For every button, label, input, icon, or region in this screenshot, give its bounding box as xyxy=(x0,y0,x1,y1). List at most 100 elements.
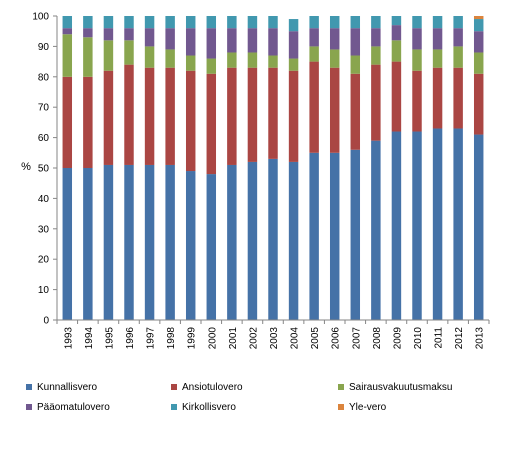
bar-segment-sairausvakuutusmaksu-2004 xyxy=(288,58,299,71)
y-tick-label: 70 xyxy=(38,103,50,114)
bar-segment-kunnallisvero-2012 xyxy=(453,128,463,320)
bars xyxy=(62,16,484,320)
legend-item: Kirkollisvero xyxy=(171,400,236,414)
bar-segment-ansiotulovero-1998 xyxy=(165,67,175,165)
bar-segment-kirkollisvero-2008 xyxy=(371,16,381,29)
bar-segment-kunnallisvero-2011 xyxy=(432,128,443,320)
y-axis: 0 10 20 30 40 50 60 70 80 90 100 xyxy=(32,12,58,327)
bar-segment-kirkollisvero-2000 xyxy=(206,16,217,29)
bar-segment-ansiotulovero-1993 xyxy=(62,76,73,168)
bar-segment-sairausvakuutusmaksu-2005 xyxy=(309,46,319,62)
legend-label: Sairausvakuutusmaksu xyxy=(349,381,453,393)
x-tick-label: 2005 xyxy=(310,327,321,350)
y-tick-label: 80 xyxy=(38,72,50,83)
x-tick-label: 2002 xyxy=(248,327,259,350)
bar-segment-kunnallisvero-2007 xyxy=(350,149,361,320)
x-tick-label: 2000 xyxy=(207,327,218,350)
bar-segment-p-omatulovero-2004 xyxy=(288,31,299,59)
x-tick-label: 1998 xyxy=(166,327,177,350)
y-tick-label: 60 xyxy=(38,133,50,144)
bar-segment-ansiotulovero-2001 xyxy=(227,67,237,165)
x-tick-label: 2013 xyxy=(475,327,486,350)
bar-segment-kirkollisvero-2011 xyxy=(432,16,443,29)
x-tick-label: 1996 xyxy=(125,327,136,350)
legend-swatch xyxy=(171,404,177,410)
bar-segment-p-omatulovero-1995 xyxy=(103,28,114,41)
x-axis: 1993 1994 1995 1996 1997 1998 1999 2000 2001 2002… xyxy=(56,319,490,350)
bar-segment-ansiotulovero-2009 xyxy=(391,61,402,132)
legend-item: Pääomatulovero xyxy=(26,400,110,414)
bar-segment-kunnallisvero-2001 xyxy=(227,164,237,320)
legend-item: Sairausvakuutusmaksu xyxy=(338,380,452,394)
bar-segment-kirkollisvero-1999 xyxy=(185,16,196,29)
bar-segment-kunnallisvero-2013 xyxy=(473,134,484,320)
legend-swatch xyxy=(338,404,344,410)
x-tick-label: 2011 xyxy=(434,327,445,349)
legend-label: Kirkollisvero xyxy=(182,401,236,413)
bar-segment-ansiotulovero-1996 xyxy=(124,64,134,165)
bar-segment-kirkollisvero-1995 xyxy=(103,16,114,29)
bar-segment-kirkollisvero-2004 xyxy=(288,19,299,32)
bar-segment-kunnallisvero-2009 xyxy=(391,131,402,320)
bar-segment-ansiotulovero-2008 xyxy=(371,64,381,141)
bar-segment-kirkollisvero-2002 xyxy=(247,16,258,29)
bar-segment-sairausvakuutusmaksu-1999 xyxy=(185,55,196,71)
x-tick-label: 1993 xyxy=(63,327,74,350)
bar-segment-kirkollisvero-2007 xyxy=(350,16,361,29)
bar-segment-kunnallisvero-1993 xyxy=(62,168,73,320)
bar-segment-kirkollisvero-1997 xyxy=(144,16,155,29)
bar-segment-ansiotulovero-2007 xyxy=(350,73,361,150)
bar-segment-p-omatulovero-2001 xyxy=(227,28,237,53)
y-tick-label: 10 xyxy=(38,285,50,296)
bar-segment-kirkollisvero-2001 xyxy=(227,16,237,29)
bar-segment-kunnallisvero-1994 xyxy=(83,168,93,320)
bar-segment-kunnallisvero-2000 xyxy=(206,174,217,320)
y-axis-label: % xyxy=(21,161,31,173)
bar-segment-p-omatulovero-1999 xyxy=(185,28,196,56)
bar-segment-sairausvakuutusmaksu-1993 xyxy=(62,34,73,77)
bar-segment-ansiotulovero-1999 xyxy=(185,70,196,172)
bar-segment-sairausvakuutusmaksu-2010 xyxy=(412,49,422,71)
bar-segment-ansiotulovero-2012 xyxy=(453,67,463,129)
bar-segment-ansiotulovero-2006 xyxy=(329,67,340,153)
bar-segment-kunnallisvero-1999 xyxy=(185,171,196,320)
x-tick-label: 2010 xyxy=(413,327,424,350)
bar-segment-kunnallisvero-2004 xyxy=(288,161,299,320)
bar-segment-kirkollisvero-2006 xyxy=(329,16,340,29)
bar-segment-kunnallisvero-1998 xyxy=(165,164,175,320)
y-tick-label: 90 xyxy=(38,42,50,53)
y-tick-label: 40 xyxy=(38,194,50,205)
bar-segment-kunnallisvero-2008 xyxy=(371,140,381,320)
bar-segment-sairausvakuutusmaksu-2012 xyxy=(453,46,463,68)
legend-label: Pääomatulovero xyxy=(37,401,110,413)
x-tick-label: 1997 xyxy=(146,327,157,350)
bar-segment-sairausvakuutusmaksu-2006 xyxy=(329,49,340,68)
x-tick-label: 2009 xyxy=(392,327,403,350)
bar-segment-p-omatulovero-1997 xyxy=(144,28,155,47)
bar-segment-kirkollisvero-1994 xyxy=(83,16,93,29)
legend-item: Yle-vero xyxy=(338,400,386,414)
bar-segment-kunnallisvero-2005 xyxy=(309,152,319,320)
bar-segment-yle-vero-2013 xyxy=(473,16,484,20)
bar-segment-p-omatulovero-2013 xyxy=(473,31,484,53)
y-tick-label: 50 xyxy=(38,164,50,175)
bar-segment-kunnallisvero-1997 xyxy=(144,164,155,320)
bar-segment-ansiotulovero-1995 xyxy=(103,70,114,165)
bar-segment-ansiotulovero-1997 xyxy=(144,67,155,165)
x-tick-label: 2007 xyxy=(351,327,362,350)
legend-label: Yle-vero xyxy=(349,401,387,413)
bar-segment-kirkollisvero-2009 xyxy=(391,16,402,26)
bar-segment-kirkollisvero-2013 xyxy=(473,19,484,32)
bar-segment-kirkollisvero-2005 xyxy=(309,16,319,29)
y-tick-label: 20 xyxy=(38,255,50,266)
bar-segment-sairausvakuutusmaksu-1997 xyxy=(144,46,155,68)
y-tick-label: 30 xyxy=(38,224,50,235)
legend: Kunnallisvero Ansiotulovero Sairausvakuutu… xyxy=(0,380,509,420)
legend-swatch xyxy=(338,384,344,390)
y-tick-label: 100 xyxy=(32,12,49,23)
bar-segment-kirkollisvero-1998 xyxy=(165,16,175,29)
bar-segment-sairausvakuutusmaksu-1998 xyxy=(165,49,175,68)
bar-segment-kunnallisvero-2003 xyxy=(268,158,278,320)
bar-segment-sairausvakuutusmaksu-2000 xyxy=(206,58,217,74)
